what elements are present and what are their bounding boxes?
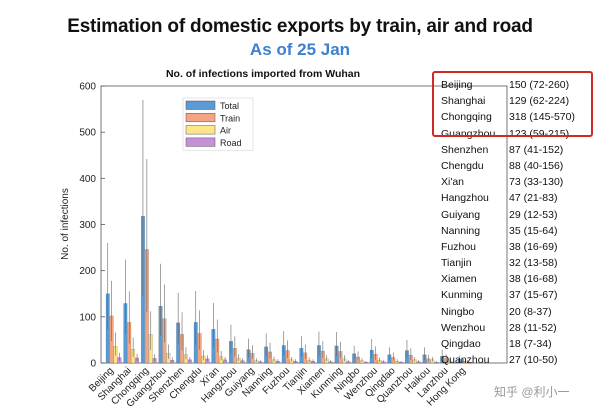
legend-swatch bbox=[185, 125, 216, 135]
table-row: Hangzhou 47 (21-83) bbox=[441, 190, 575, 206]
infection-estimate: 28 (11-52) bbox=[509, 321, 557, 334]
city-name: Tianjin bbox=[441, 257, 472, 270]
table-row: Qingdao 18 (7-34) bbox=[441, 336, 575, 352]
table-row: Fuzhou 38 (16-69) bbox=[441, 239, 575, 255]
y-tick-label: 100 bbox=[79, 312, 96, 323]
subtitle: As of 25 Jan bbox=[249, 40, 351, 59]
table-row: Nanning 35 (15-64) bbox=[441, 223, 575, 239]
city-name: Nanning bbox=[441, 224, 481, 237]
infection-estimate: 129 (62-224) bbox=[509, 95, 570, 108]
infection-estimate: 20 (8-37) bbox=[509, 305, 552, 318]
infection-estimate: 27 (10-50) bbox=[509, 354, 558, 367]
city-name: Quanzhou bbox=[441, 354, 490, 367]
infection-estimate: 47 (21-83) bbox=[509, 192, 558, 205]
table-row: Tianjin 32 (13-58) bbox=[441, 255, 575, 271]
watermark: 知乎 @利小一 bbox=[494, 385, 570, 399]
infection-estimate: 88 (40-156) bbox=[509, 159, 564, 172]
legend-label: Air bbox=[220, 126, 231, 136]
chart-title: No. of infections imported from Wuhan bbox=[166, 68, 360, 80]
infection-estimate: 18 (7-34) bbox=[509, 338, 552, 350]
city-name: Fuzhou bbox=[441, 240, 477, 253]
y-tick-label: 0 bbox=[90, 359, 96, 370]
y-axis: 0 100 200 300 400 500 600 bbox=[79, 82, 105, 370]
y-axis-label: No. of infections bbox=[60, 188, 71, 260]
legend-swatch bbox=[185, 137, 216, 147]
infection-estimate: 87 (41-152) bbox=[509, 143, 564, 156]
city-name: Xiamen bbox=[441, 273, 477, 286]
table-row: Shenzhen 87 (41-152) bbox=[441, 142, 575, 158]
city-name: Beijing bbox=[441, 79, 473, 91]
legend-label: Train bbox=[220, 113, 240, 123]
infection-estimate: 150 (72-260) bbox=[509, 79, 570, 91]
table-row: Beijing 150 (72-260) bbox=[441, 77, 575, 93]
infection-estimate: 37 (15-67) bbox=[509, 289, 558, 302]
bar-group bbox=[105, 99, 474, 364]
table-row: Shanghai 129 (62-224) bbox=[441, 93, 575, 109]
infection-estimate: 318 (145-570) bbox=[509, 111, 575, 124]
legend-swatch bbox=[185, 113, 216, 123]
city-estimates-table: Beijing 150 (72-260) Shanghai 129 (62-224) C… bbox=[441, 77, 575, 368]
x-axis: BeijingShanghaiChongqingGuangzhouShenzhe… bbox=[87, 365, 468, 410]
top-cities-highlight bbox=[432, 71, 593, 137]
y-tick-label: 300 bbox=[79, 220, 96, 231]
table-row: Kunming 37 (15-67) bbox=[441, 287, 575, 303]
city-name: Guiyang bbox=[441, 208, 481, 221]
y-tick-label: 400 bbox=[79, 174, 96, 185]
table-row: Xi'an 73 (33-130) bbox=[441, 174, 575, 190]
table-row: Chengdu 88 (40-156) bbox=[441, 158, 575, 174]
city-name: Shanghai bbox=[441, 95, 486, 108]
y-tick-label: 200 bbox=[79, 266, 96, 277]
city-name: Qingdao bbox=[441, 338, 481, 350]
city-name: Shenzhen bbox=[441, 143, 489, 156]
main-title: Estimation of domestic exports by train,… bbox=[67, 16, 533, 37]
chart-legend: Total Train Air Road bbox=[182, 97, 254, 151]
city-name: Ningbo bbox=[441, 305, 475, 318]
table-row: Wenzhou 28 (11-52) bbox=[441, 320, 575, 336]
infection-estimate: 35 (15-64) bbox=[509, 224, 558, 237]
city-name: Kunming bbox=[441, 289, 483, 302]
y-tick-label: 600 bbox=[79, 82, 96, 93]
table-row: Ningbo 20 (8-37) bbox=[441, 304, 575, 320]
plot-area bbox=[100, 85, 508, 364]
infection-estimate: 73 (33-130) bbox=[509, 176, 564, 189]
city-name: Xi'an bbox=[441, 176, 465, 189]
infection-estimate: 38 (16-69) bbox=[509, 240, 558, 253]
legend-label: Total bbox=[220, 101, 239, 111]
city-name: Chongqing bbox=[441, 111, 492, 124]
legend-label: Road bbox=[220, 138, 242, 148]
legend-swatch bbox=[185, 100, 216, 110]
table-row: Xiamen 38 (16-68) bbox=[441, 271, 575, 287]
infection-estimate: 32 (13-58) bbox=[509, 257, 558, 270]
y-tick-label: 500 bbox=[79, 128, 96, 139]
city-name: Chengdu bbox=[441, 159, 484, 172]
city-name: Hangzhou bbox=[441, 192, 489, 205]
table-row: Quanzhou 27 (10-50) bbox=[441, 352, 575, 368]
table-row: Chongqing 318 (145-570) bbox=[441, 109, 575, 125]
infection-estimate: 29 (12-53) bbox=[509, 208, 558, 221]
infection-estimate: 38 (16-68) bbox=[509, 273, 558, 286]
city-name: Wenzhou bbox=[441, 321, 486, 334]
table-row: Guiyang 29 (12-53) bbox=[441, 207, 575, 223]
